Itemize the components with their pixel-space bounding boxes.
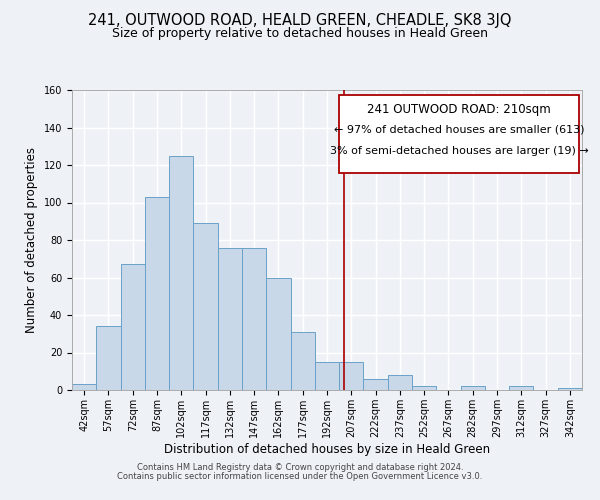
Bar — [266, 278, 290, 390]
Text: 241, OUTWOOD ROAD, HEALD GREEN, CHEADLE, SK8 3JQ: 241, OUTWOOD ROAD, HEALD GREEN, CHEADLE,… — [88, 12, 512, 28]
X-axis label: Distribution of detached houses by size in Heald Green: Distribution of detached houses by size … — [164, 442, 490, 456]
Bar — [339, 362, 364, 390]
Bar — [193, 223, 218, 390]
Text: 241 OUTWOOD ROAD: 210sqm: 241 OUTWOOD ROAD: 210sqm — [367, 102, 551, 116]
Bar — [169, 156, 193, 390]
Bar — [290, 332, 315, 390]
Text: Contains public sector information licensed under the Open Government Licence v3: Contains public sector information licen… — [118, 472, 482, 481]
Bar — [145, 197, 169, 390]
Bar — [364, 379, 388, 390]
Bar — [412, 386, 436, 390]
Bar — [558, 388, 582, 390]
Bar — [72, 384, 96, 390]
Bar — [388, 375, 412, 390]
Bar — [461, 386, 485, 390]
Bar — [509, 386, 533, 390]
Text: ← 97% of detached houses are smaller (613): ← 97% of detached houses are smaller (61… — [334, 124, 584, 134]
Bar — [242, 248, 266, 390]
Bar — [96, 326, 121, 390]
Y-axis label: Number of detached properties: Number of detached properties — [25, 147, 38, 333]
Bar — [315, 362, 339, 390]
Text: 3% of semi-detached houses are larger (19) →: 3% of semi-detached houses are larger (1… — [329, 146, 589, 156]
Bar — [121, 264, 145, 390]
Text: Size of property relative to detached houses in Heald Green: Size of property relative to detached ho… — [112, 28, 488, 40]
Bar — [218, 248, 242, 390]
Text: Contains HM Land Registry data © Crown copyright and database right 2024.: Contains HM Land Registry data © Crown c… — [137, 464, 463, 472]
